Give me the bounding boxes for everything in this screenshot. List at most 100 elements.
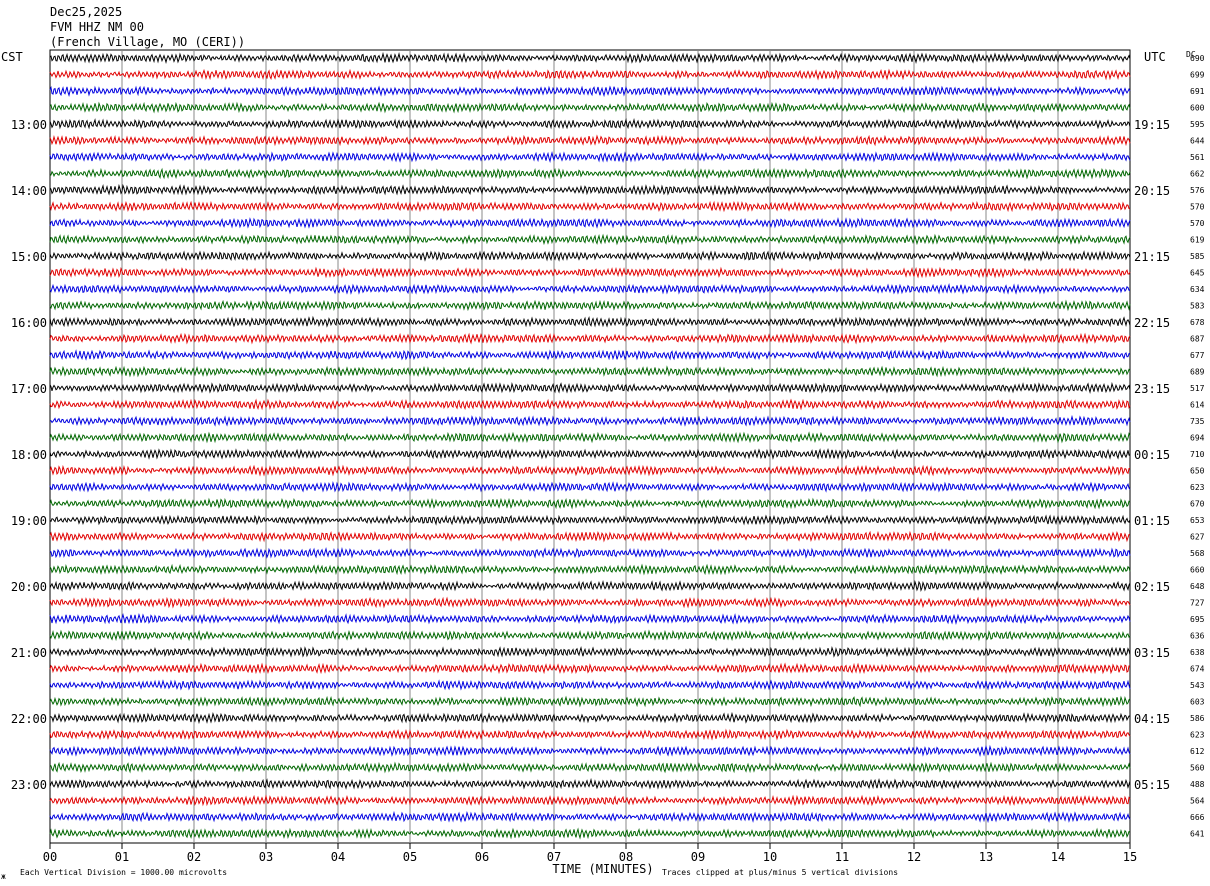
clip-note: Traces clipped at plus/minus 5 vertical … — [662, 868, 898, 877]
dc-offset-labels: 690 699 691 600 595 644 561 662 576 570 570 619 585 6… — [1190, 54, 1205, 839]
minute-gridlines — [121, 50, 1059, 843]
dc-offset-label: 695 — [1190, 615, 1205, 624]
utc-hour-label: 20:15 — [1134, 184, 1170, 198]
x-tick-label: 01 — [115, 850, 129, 864]
seismic-trace — [49, 349, 1131, 361]
x-tick-label: 03 — [259, 850, 273, 864]
seismic-trace — [49, 414, 1131, 427]
seismic-trace — [49, 266, 1131, 279]
dc-offset-label: 699 — [1190, 71, 1205, 80]
dc-offset-label: 570 — [1190, 219, 1205, 228]
dc-offset-label: 674 — [1190, 665, 1205, 674]
dc-offset-label: 585 — [1190, 252, 1205, 261]
utc-hour-label: 21:15 — [1134, 250, 1170, 264]
dc-offset-label: 694 — [1190, 434, 1205, 443]
x-tick-label: 00 — [43, 850, 57, 864]
dc-offset-label: 727 — [1190, 599, 1205, 608]
seismic-trace — [49, 662, 1131, 675]
seismic-trace — [49, 612, 1131, 625]
dc-offset-label: 735 — [1190, 417, 1205, 426]
dc-offset-label: 644 — [1190, 137, 1205, 146]
utc-hour-label: 23:15 — [1134, 382, 1170, 396]
seismic-trace — [49, 546, 1131, 559]
dc-offset-label: 653 — [1190, 516, 1205, 525]
utc-hour-label: 22:15 — [1134, 316, 1170, 330]
seismic-trace — [49, 448, 1131, 460]
x-tick-label: 11 — [835, 850, 849, 864]
seismic-trace — [49, 282, 1130, 295]
dc-offset-label: 690 — [1190, 54, 1205, 63]
dc-offset-label: 600 — [1190, 104, 1205, 113]
dc-offset-label: 576 — [1190, 186, 1205, 195]
seismic-trace — [49, 200, 1131, 213]
dc-offset-label: 586 — [1190, 714, 1205, 723]
seismic-trace — [49, 728, 1131, 741]
seismic-trace — [49, 398, 1131, 411]
seismic-trace — [49, 134, 1131, 147]
x-tick-label: 04 — [331, 850, 345, 864]
dc-offset-label: 583 — [1190, 302, 1205, 311]
seismic-traces — [49, 51, 1131, 840]
dc-offset-label: 595 — [1190, 120, 1205, 129]
plot-frame — [49, 49, 1131, 844]
dc-offset-label: 689 — [1190, 368, 1205, 377]
seismic-trace — [49, 646, 1131, 658]
dc-offset-label: 662 — [1190, 170, 1205, 179]
dc-offset-label: 627 — [1190, 533, 1205, 542]
dc-offset-label: 636 — [1190, 632, 1205, 641]
seismic-trace — [49, 777, 1131, 790]
cst-hour-label: 15:00 — [11, 250, 47, 264]
seismic-trace — [49, 151, 1131, 163]
dc-offset-label: 561 — [1190, 153, 1205, 162]
cst-hour-label: 18:00 — [11, 448, 47, 462]
dc-offset-label: 641 — [1190, 830, 1205, 839]
seismic-trace — [49, 332, 1131, 345]
dc-column-label: DC — [1186, 50, 1196, 59]
x-tick-label: 09 — [691, 850, 705, 864]
seismic-trace — [49, 514, 1131, 526]
x-tick-label: 06 — [475, 850, 489, 864]
seismic-trace — [49, 530, 1131, 543]
corner-mark-icon: ж — [1, 872, 6, 881]
dc-offset-label: 710 — [1190, 450, 1205, 459]
x-axis: 00 01 02 03 04 05 06 07 08 09 10 11 12 13 14 15 — [43, 843, 1137, 864]
dc-offset-label: 603 — [1190, 698, 1205, 707]
station-location: (French Village, MO (CERI)) — [50, 35, 245, 49]
x-tick-label: 07 — [547, 850, 561, 864]
utc-hour-label: 03:15 — [1134, 646, 1170, 660]
seismic-trace — [49, 233, 1131, 246]
seismic-trace — [49, 315, 1131, 328]
seismic-trace — [49, 596, 1131, 609]
dc-offset-label: 488 — [1190, 780, 1205, 789]
dc-offset-label: 670 — [1190, 500, 1205, 509]
x-tick-label: 02 — [187, 850, 201, 864]
utc-hour-label: 02:15 — [1134, 580, 1170, 594]
utc-hour-label: 19:15 — [1134, 118, 1170, 132]
seismic-trace — [49, 183, 1131, 196]
seismic-trace — [49, 711, 1131, 725]
seismic-trace — [49, 629, 1131, 642]
x-axis-label: TIME (MINUTES) — [552, 862, 653, 876]
dc-offset-label: 638 — [1190, 648, 1205, 657]
dc-offset-label: 645 — [1190, 269, 1205, 278]
seismic-trace — [49, 101, 1131, 114]
utc-hour-label: 04:15 — [1134, 712, 1170, 726]
seismic-trace — [49, 299, 1131, 312]
dc-offset-label: 560 — [1190, 764, 1205, 773]
seismic-trace — [49, 365, 1131, 378]
seismic-trace — [49, 695, 1131, 708]
dc-offset-label: 648 — [1190, 582, 1205, 591]
x-tick-label: 13 — [979, 850, 993, 864]
right-timezone-label: UTC — [1144, 50, 1166, 64]
dc-offset-label: 623 — [1190, 483, 1205, 492]
seismic-trace — [49, 117, 1131, 130]
left-timezone-label: CST — [1, 50, 23, 64]
dc-offset-label: 614 — [1190, 401, 1205, 410]
station-code: FVM HHZ NM 00 — [50, 20, 144, 34]
cst-hour-labels: 13:00 14:00 15:00 16:00 17:00 18:00 19:00 20:00… — [11, 118, 47, 792]
dc-offset-label: 691 — [1190, 87, 1205, 96]
seismic-trace — [49, 497, 1131, 510]
scale-note: Each Vertical Division = 1000.00 microvo… — [20, 868, 227, 877]
utc-hour-labels: 19:15 20:15 21:15 22:15 23:15 00:15 01:15 02:15… — [1134, 118, 1170, 792]
